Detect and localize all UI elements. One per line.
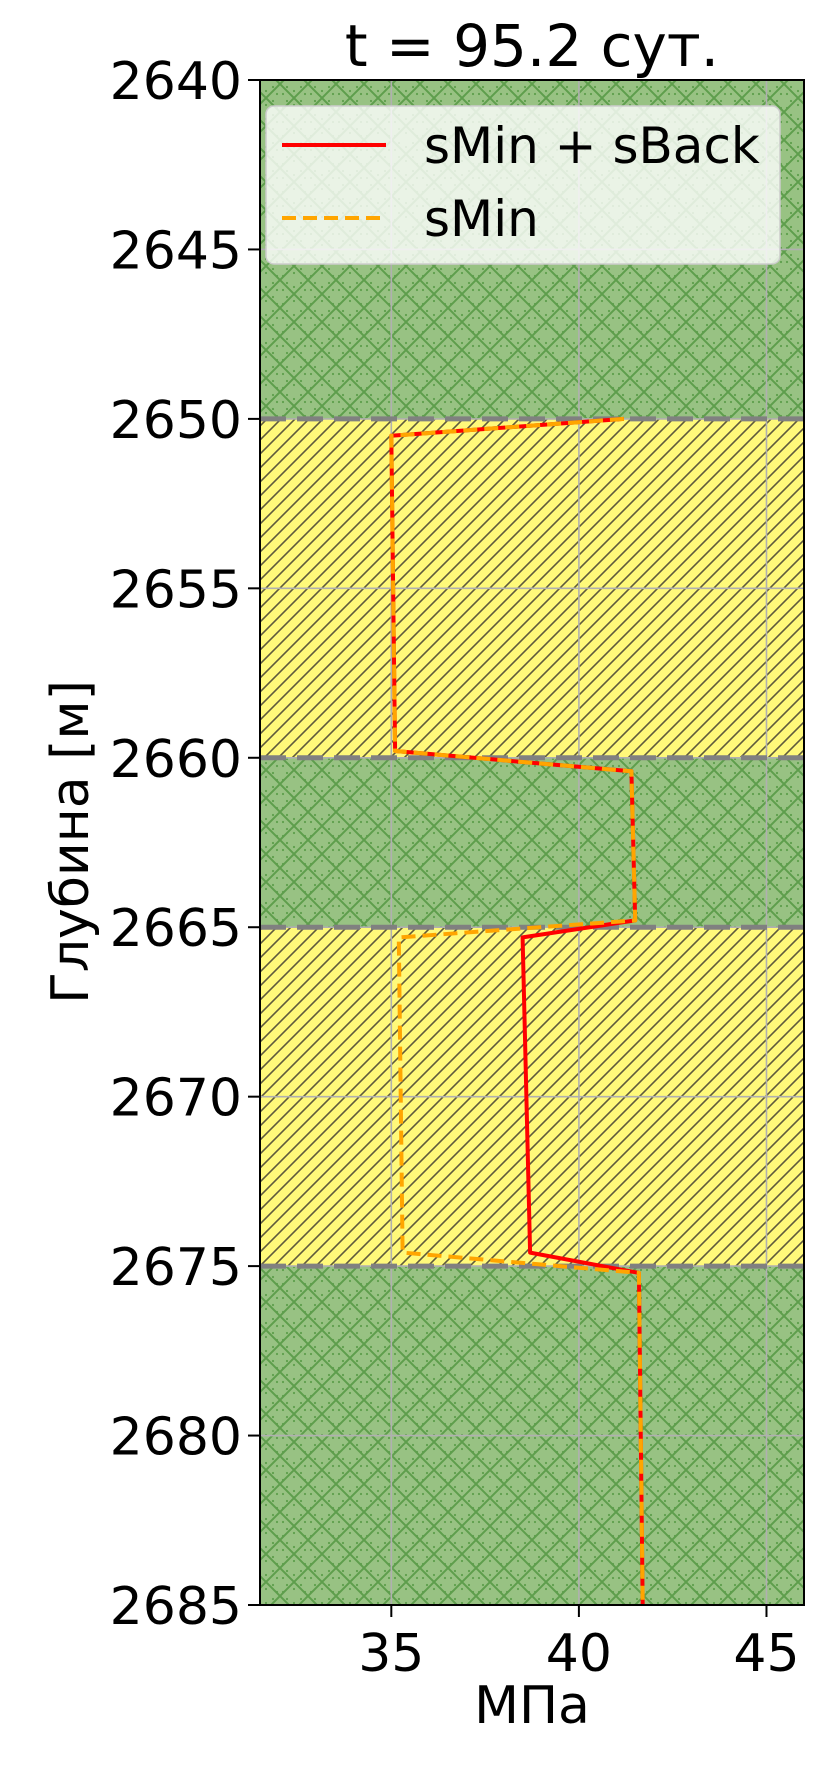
x-tick-label-45: 45 — [733, 1624, 799, 1684]
data-series — [389, 416, 645, 1605]
y-tick-label-2640: 2640 — [110, 52, 242, 112]
legend-label-smin-sback: sMin + sBack — [424, 117, 760, 175]
y-tick-label-2670: 2670 — [110, 1069, 242, 1129]
y-tick-label-2665: 2665 — [110, 899, 242, 959]
chart-title: t = 95.2 сут. — [345, 12, 719, 80]
y-tick-label-2660: 2660 — [110, 730, 242, 790]
legend-label-smin: sMin — [424, 190, 539, 248]
y-tick-label-2645: 2645 — [110, 221, 242, 281]
layer-boundaries — [260, 416, 804, 1269]
layer-green-2 — [260, 757, 804, 928]
y-tick-label-2685: 2685 — [110, 1577, 242, 1637]
y-axis-label: Глубина [м] — [41, 680, 101, 1004]
plot-frame — [259, 79, 805, 1606]
series-line-1 — [389, 416, 645, 1605]
y-axis: 2640 2645 2650 2655 2660 2665 2670 2675 2680 2685 — [110, 52, 260, 1637]
y-tick-label-2650: 2650 — [110, 391, 242, 451]
legend: sMin + sBack sMin — [265, 105, 781, 265]
x-axis: 35 40 45 — [358, 1605, 800, 1684]
x-tick-label-35: 35 — [358, 1624, 424, 1684]
y-tick-label-2680: 2680 — [110, 1408, 242, 1468]
x-axis-label: МПа — [474, 1676, 590, 1736]
y-tick-label-2675: 2675 — [110, 1238, 242, 1298]
legend-box — [265, 105, 781, 265]
x-tick-label-40: 40 — [546, 1624, 612, 1684]
y-tick-label-2655: 2655 — [110, 560, 242, 620]
rock-layers — [260, 80, 804, 1605]
